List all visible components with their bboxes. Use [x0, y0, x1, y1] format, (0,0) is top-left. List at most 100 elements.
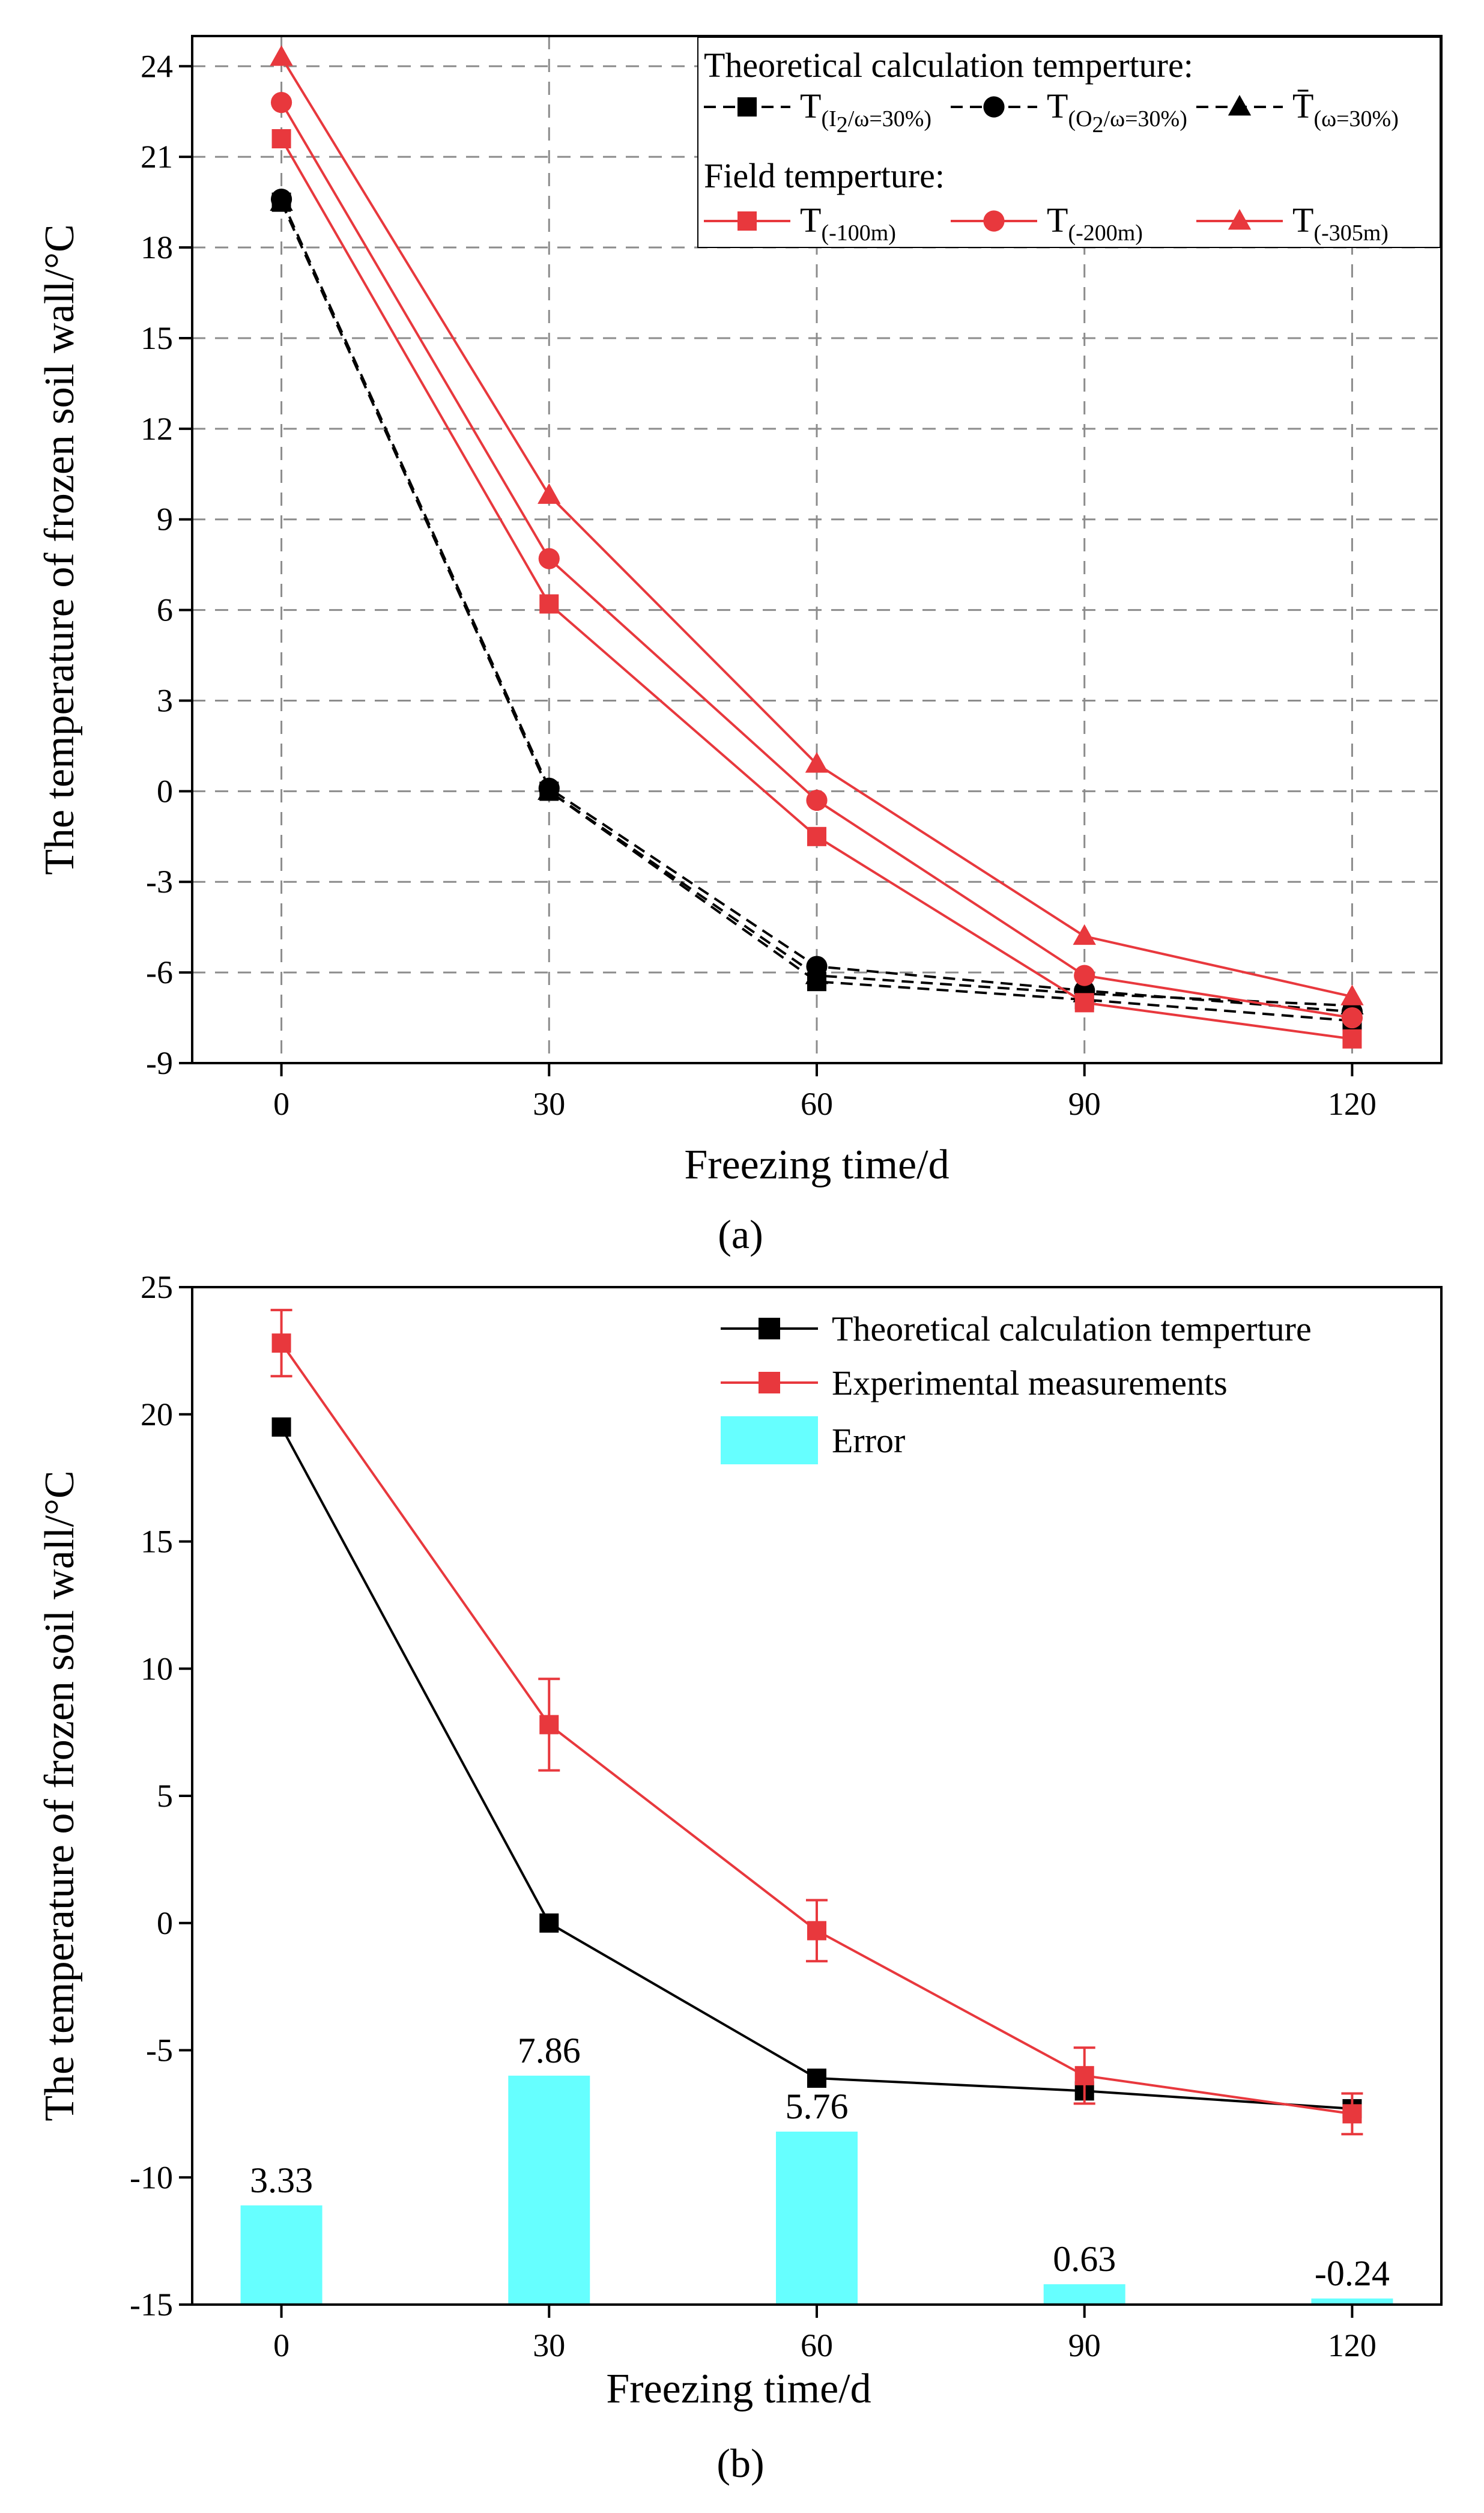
a-x-tick-label: 90: [1068, 1086, 1101, 1122]
b-series-1-point: [1342, 2104, 1362, 2124]
b-x-tick-label: 30: [533, 2327, 565, 2363]
a-series-3-point: [271, 129, 291, 148]
a-y-tick-label: 3: [157, 682, 173, 718]
b-x-axis-title: Freezing time/d: [606, 2366, 871, 2412]
a-series-5-point: [1340, 984, 1364, 1005]
b-legend-marker-theory: [759, 1318, 780, 1339]
b-series-1-point: [1074, 2066, 1094, 2085]
a-series-3-point: [1342, 1029, 1362, 1049]
a-series-4-point: [806, 789, 828, 811]
a-series-3-point: [539, 594, 559, 614]
a-x-tick-label: 120: [1328, 1086, 1376, 1122]
b-error-bar: [776, 2132, 858, 2305]
b-error-bar-label: 0.63: [1053, 2239, 1116, 2279]
b-error-bar-label: 3.33: [250, 2160, 313, 2200]
a-grid: [192, 36, 1441, 1063]
a-series-5-point: [805, 752, 829, 773]
a-legend-label-5: T(-305m): [1292, 201, 1389, 246]
a-legend-label-2: T̄(ω=30%): [1292, 86, 1399, 132]
b-series-1-point: [539, 1715, 559, 1735]
b-ticks: -15 -10 -5 0 5 10 15 20 25 0 30 60 90 120: [130, 1269, 1376, 2363]
a-series-4-point: [1341, 1007, 1363, 1029]
a-series-5-point: [538, 483, 561, 504]
a-series-4-point: [270, 92, 292, 114]
a-y-tick-label: 15: [141, 320, 173, 356]
a-series-3-point: [1074, 993, 1094, 1013]
b-error-bar-label: 7.86: [518, 2031, 581, 2070]
a-y-tick-label: -3: [146, 864, 173, 900]
a-series-5-point: [1073, 924, 1096, 945]
a-y-tick-label: 21: [141, 139, 173, 175]
b-y-tick-label: 20: [141, 1396, 173, 1432]
b-series: [270, 1309, 1363, 2136]
b-legend: Theoretical calculation temperture Exper…: [715, 1291, 1439, 1466]
a-y-tick-label: 24: [141, 48, 173, 84]
a-legend: Theoretical calculation temperture: Fiel…: [697, 37, 1441, 248]
a-series: [270, 45, 1364, 1049]
a-y-tick-label: -6: [146, 954, 173, 990]
b-series-0-point: [271, 1417, 291, 1437]
a-legend-label-0: T(I2/ω=30%): [800, 86, 931, 138]
a-legend-label-1: T(O2/ω=30%): [1047, 86, 1187, 138]
a-y-tick-label: 6: [157, 592, 173, 628]
b-legend-box: [715, 1291, 1439, 1466]
a-series-5-point: [270, 45, 293, 66]
b-x-tick-label: 120: [1328, 2327, 1376, 2363]
b-x-tick-label: 90: [1068, 2327, 1101, 2363]
panel-a: -9 -6 -3 0 3 6 9 12 15 18 21 24 0 30 60 90 120 Freezing …: [37, 35, 1443, 1257]
a-series-2-point: [538, 779, 561, 800]
b-error-bar: [240, 2205, 323, 2305]
b-series-0-point: [807, 2069, 826, 2088]
b-legend-label-error: Error: [832, 1421, 905, 1460]
b-y-tick-label: 0: [157, 1905, 173, 1941]
b-legend-marker-experimental: [759, 1372, 780, 1393]
b-series-1-point: [271, 1333, 291, 1353]
b-y-tick-label: 25: [141, 1269, 173, 1305]
b-x-tick-label: 60: [801, 2327, 833, 2363]
a-legend-marker-3: [737, 211, 757, 231]
a-legend-field-title: Field temperture:: [704, 156, 945, 195]
b-series-0-point: [539, 1913, 559, 1933]
a-legend-marker-5: [1228, 209, 1252, 230]
b-y-tick-label: 10: [141, 1651, 173, 1687]
a-series-4-point: [538, 548, 560, 569]
a-panel-label: (a): [718, 1211, 763, 1257]
b-y-axis-title: The temperature of frozen soil wall/°C: [37, 1470, 83, 2121]
a-legend-marker-2: [1228, 95, 1252, 116]
b-error-bar-label: -0.24: [1315, 2254, 1390, 2293]
a-x-tick-label: 0: [273, 1086, 289, 1122]
b-x-tick-label: 0: [273, 2327, 289, 2363]
panel-b: 3.33 7.86 5.76 0.63 -0.24 -15 -10 -5 0 5 10 15 20 25…: [37, 1269, 1443, 2486]
a-y-tick-label: 12: [141, 411, 173, 447]
a-legend-label-3: T(-100m): [800, 201, 896, 246]
a-legend-marker-1: [983, 96, 1005, 118]
a-y-tick-label: 0: [157, 773, 173, 809]
b-y-tick-label: -10: [130, 2159, 173, 2195]
a-y-tick-label: 18: [141, 229, 173, 265]
a-legend-label-4: T(-200m): [1047, 201, 1143, 246]
a-series-3-point: [807, 826, 826, 846]
b-bars: 3.33 7.86 5.76 0.63 -0.24: [240, 2031, 1393, 2305]
a-x-tick-label: 60: [801, 1086, 833, 1122]
b-y-tick-label: -15: [130, 2287, 173, 2323]
a-y-tick-label: -9: [146, 1045, 173, 1081]
b-error-bar: [1311, 2298, 1393, 2305]
a-ticks: -9 -6 -3 0 3 6 9 12 15 18 21 24 0 30 60 90 120: [141, 48, 1376, 1122]
b-series-line-0: [280, 1426, 1352, 2110]
a-legend-items: T(I2/ω=30%) T(O2/ω=30%) T̄(ω=30%) T(-100m) T…: [704, 86, 1399, 246]
a-series-4-point: [1074, 965, 1095, 986]
b-series-1-point: [807, 1921, 826, 1941]
a-series-2-point: [805, 963, 829, 984]
a-y-tick-label: 9: [157, 502, 173, 538]
b-y-tick-label: -5: [146, 2033, 173, 2069]
a-y-axis-title: The temperature of frozen soil wall/°C: [37, 224, 83, 875]
a-legend-marker-0: [737, 97, 757, 117]
b-legend-label-theory: Theoretical calculation temperture: [832, 1309, 1312, 1348]
a-legend-theory-title: Theoretical calculation temperture:: [704, 46, 1193, 85]
a-x-axis-title: Freezing time/d: [684, 1142, 949, 1188]
a-legend-marker-4: [983, 210, 1005, 232]
a-x-tick-label: 30: [533, 1086, 565, 1122]
a-legend-box: [697, 37, 1441, 248]
b-panel-label: (b): [716, 2440, 764, 2486]
